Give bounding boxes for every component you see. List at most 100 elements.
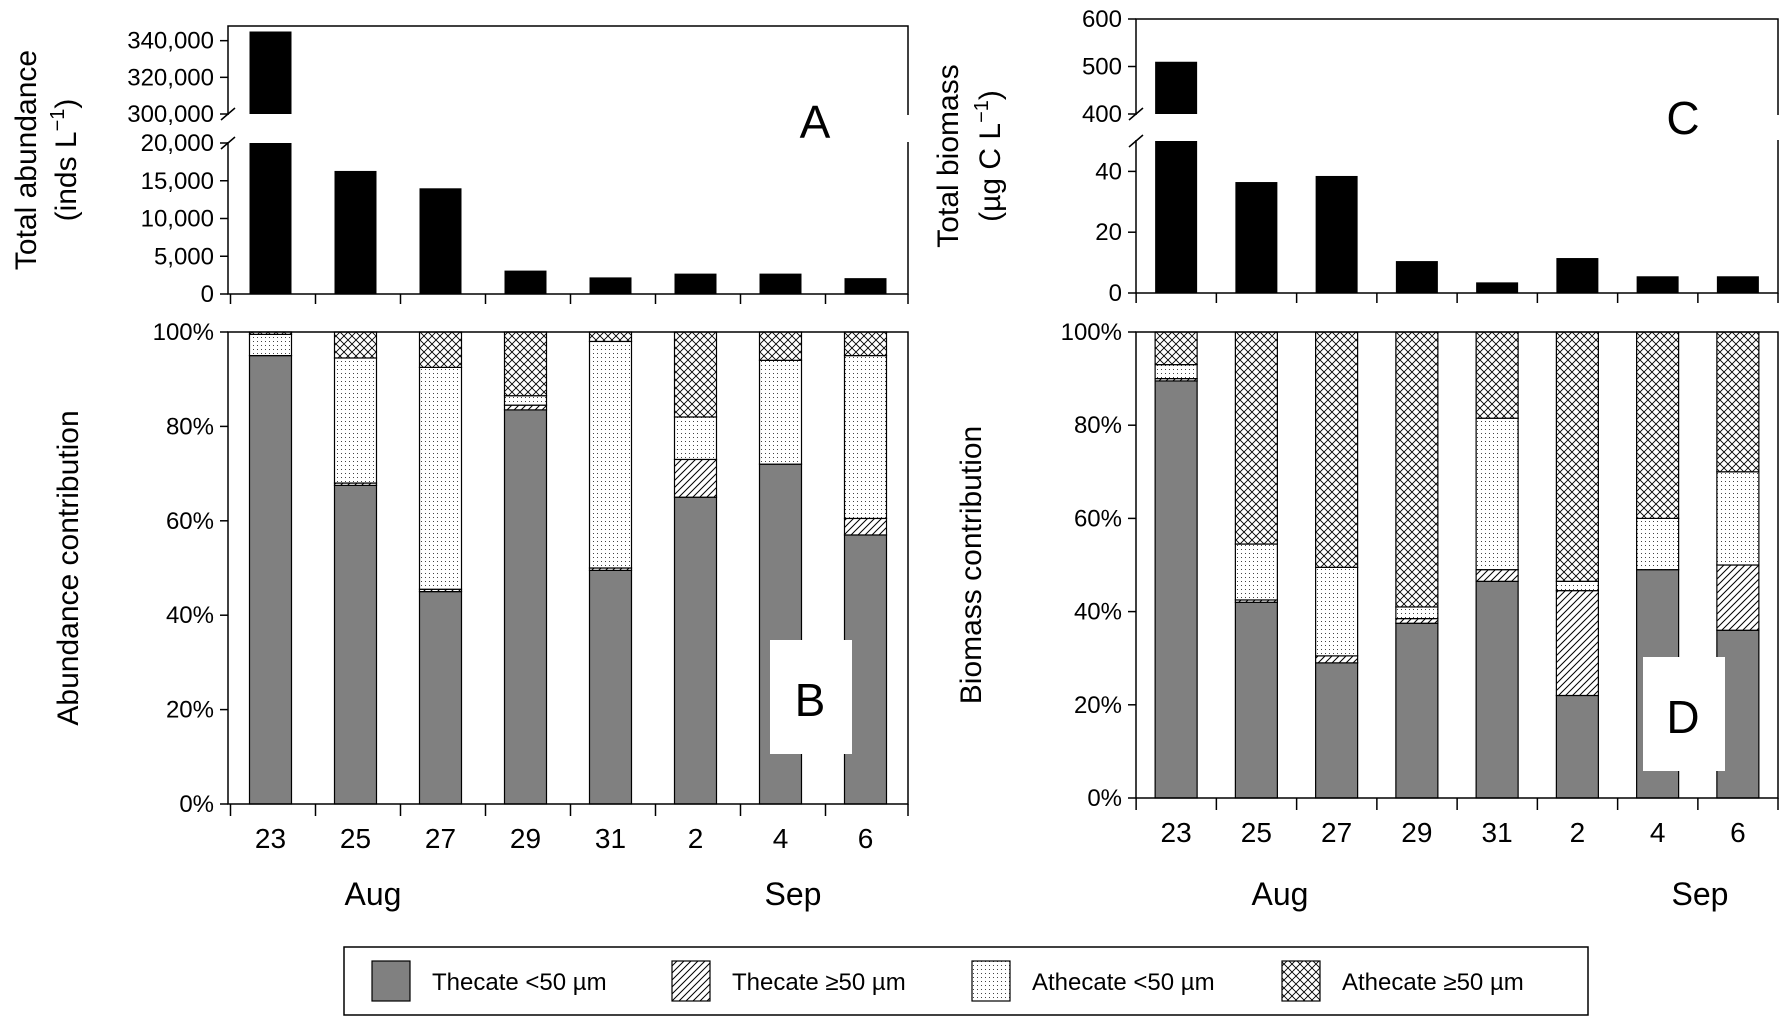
- x-tick-label: 31: [1482, 817, 1513, 848]
- bar-athecate-large-25: [333, 331, 378, 359]
- y-axis-unit: (µg C L−1): [971, 90, 1007, 222]
- y-axis-unit: (inds L−1): [47, 99, 83, 222]
- y-axis-label: Total abundance: [10, 50, 43, 270]
- legend-entry-thecate-small: Thecate <50 µm: [371, 960, 607, 1002]
- y-tick-label: 20%: [166, 697, 214, 724]
- bar-thecate-small-2: [1555, 694, 1599, 799]
- bar-total-25: [334, 170, 377, 294]
- bar-athecate-small-29: [503, 395, 548, 406]
- bar-thecate-small-31: [588, 569, 633, 805]
- bar-thecate-small-25: [1234, 601, 1278, 799]
- x-tick-label: 2: [688, 823, 704, 854]
- bar-athecate-small-2: [1555, 580, 1599, 592]
- bar-athecate-large-27: [418, 331, 463, 369]
- y-tick-label: 300,000: [127, 101, 214, 128]
- bar-total-upper-23: [249, 31, 292, 114]
- y-axis-label: Biomass contribution: [955, 426, 988, 704]
- bar-total-29: [504, 270, 547, 294]
- bar-thecate-small-29: [1395, 622, 1439, 799]
- bar-athecate-small-6: [843, 355, 888, 520]
- y-tick-label: 60%: [166, 508, 214, 535]
- x-tick-label: 29: [510, 823, 541, 854]
- bar-thecate-small-29: [503, 409, 548, 805]
- axis-break-mark-bottom: [1128, 134, 1144, 148]
- bar-thecate-large-27: [1315, 655, 1359, 664]
- bar-athecate-small-29: [1395, 606, 1439, 620]
- bar-athecate-large-25: [1234, 331, 1278, 545]
- panel-b-abundance-contribution: B 0% 20% 40% 60% 80% 100% 23 25 27 29 31 2 4 6 Abundanc…: [52, 319, 909, 854]
- bar-total-31: [589, 277, 632, 294]
- plot-frame: [1135, 18, 1779, 294]
- bar-athecate-large-29: [503, 331, 548, 397]
- x-tick-label: 27: [425, 823, 456, 854]
- bar-athecate-small-23: [1154, 364, 1198, 380]
- y-tick-label: 20,000: [141, 130, 214, 157]
- bar-athecate-small-25: [333, 357, 378, 484]
- bar-athecate-large-2: [673, 331, 718, 418]
- bar-total-25: [1235, 182, 1278, 293]
- y-tick-label: 340,000: [127, 28, 214, 55]
- bar-athecate-large-4: [758, 331, 803, 361]
- bar-thecate-large-2: [1555, 590, 1599, 697]
- plot-frame: [227, 25, 909, 295]
- bar-thecate-small-27: [1315, 662, 1359, 799]
- bar-total-23: [249, 143, 292, 294]
- bar-total-4: [1636, 276, 1679, 293]
- bar-total-upper-23: [1155, 61, 1198, 114]
- bar-athecate-small-4: [1636, 517, 1680, 571]
- y-tick-label: 40%: [1074, 599, 1122, 626]
- y-tick-label: 5,000: [154, 243, 214, 270]
- y-tick-label: 10,000: [141, 206, 214, 233]
- bar-thecate-small-31: [1475, 580, 1519, 799]
- legend-swatch-athecate-large: [1281, 960, 1321, 1002]
- axis-break-gap-right: [1772, 115, 1782, 140]
- x-tick-label: 6: [1730, 817, 1746, 848]
- bar-athecate-large-31: [1475, 331, 1519, 419]
- legend-swatch-thecate-large: [671, 960, 711, 1002]
- month-sep-right: Sep: [1672, 876, 1729, 912]
- bar-total-6: [844, 278, 887, 294]
- bar-thecate-large-6: [843, 517, 888, 536]
- bar-athecate-small-31: [588, 340, 633, 569]
- axis-break-gap-right: [902, 115, 914, 142]
- bar-total-4: [759, 273, 802, 294]
- x-tick-label: 25: [1241, 817, 1272, 848]
- x-tick-label: 2: [1570, 817, 1586, 848]
- bar-thecate-small-23: [1154, 380, 1198, 799]
- plot-frame: [227, 331, 909, 805]
- bar-total-29: [1395, 261, 1438, 293]
- bar-total-6: [1716, 276, 1759, 293]
- bar-athecate-large-2: [1555, 331, 1599, 582]
- y-tick-label: 15,000: [141, 168, 214, 195]
- y-tick-label: 100%: [1061, 319, 1122, 346]
- bar-thecate-small-25: [333, 484, 378, 805]
- month-aug-left: Aug: [345, 876, 402, 912]
- bar-thecate-large-31: [1475, 569, 1519, 582]
- y-tick-label: 320,000: [127, 64, 214, 91]
- axis-break-gap: [1124, 115, 1148, 140]
- bar-athecate-large-23: [1154, 331, 1198, 366]
- bar-athecate-small-23: [248, 333, 293, 357]
- bar-total-31: [1476, 282, 1519, 293]
- y-tick-label: 20%: [1074, 692, 1122, 719]
- y-tick-label: 500: [1082, 54, 1122, 81]
- x-tick-label: 23: [255, 823, 286, 854]
- bar-thecate-small-2: [673, 496, 718, 805]
- bar-athecate-small-4: [758, 359, 803, 465]
- y-tick-label: 100%: [153, 319, 214, 346]
- legend-label-thecate-large: Thecate ≥50 µm: [732, 969, 906, 996]
- y-axis-label: Abundance contribution: [52, 410, 85, 725]
- y-tick-label: 0%: [179, 791, 214, 818]
- panel-c-total-biomass: 0 20 40 400 500 600 C Total biomass (µg C L−1): [932, 6, 1782, 307]
- y-tick-label: 600: [1082, 6, 1122, 33]
- bar-total-2: [1556, 258, 1599, 293]
- y-tick-label: 0: [201, 281, 214, 308]
- x-tick-label: 27: [1321, 817, 1352, 848]
- x-tick-label: 31: [595, 823, 626, 854]
- panel-letter: C: [1666, 92, 1699, 144]
- legend-entry-athecate-large: Athecate ≥50 µm: [1281, 960, 1524, 1002]
- y-tick-label: 40%: [166, 602, 214, 629]
- legend-entry-thecate-large: Thecate ≥50 µm: [671, 960, 906, 1002]
